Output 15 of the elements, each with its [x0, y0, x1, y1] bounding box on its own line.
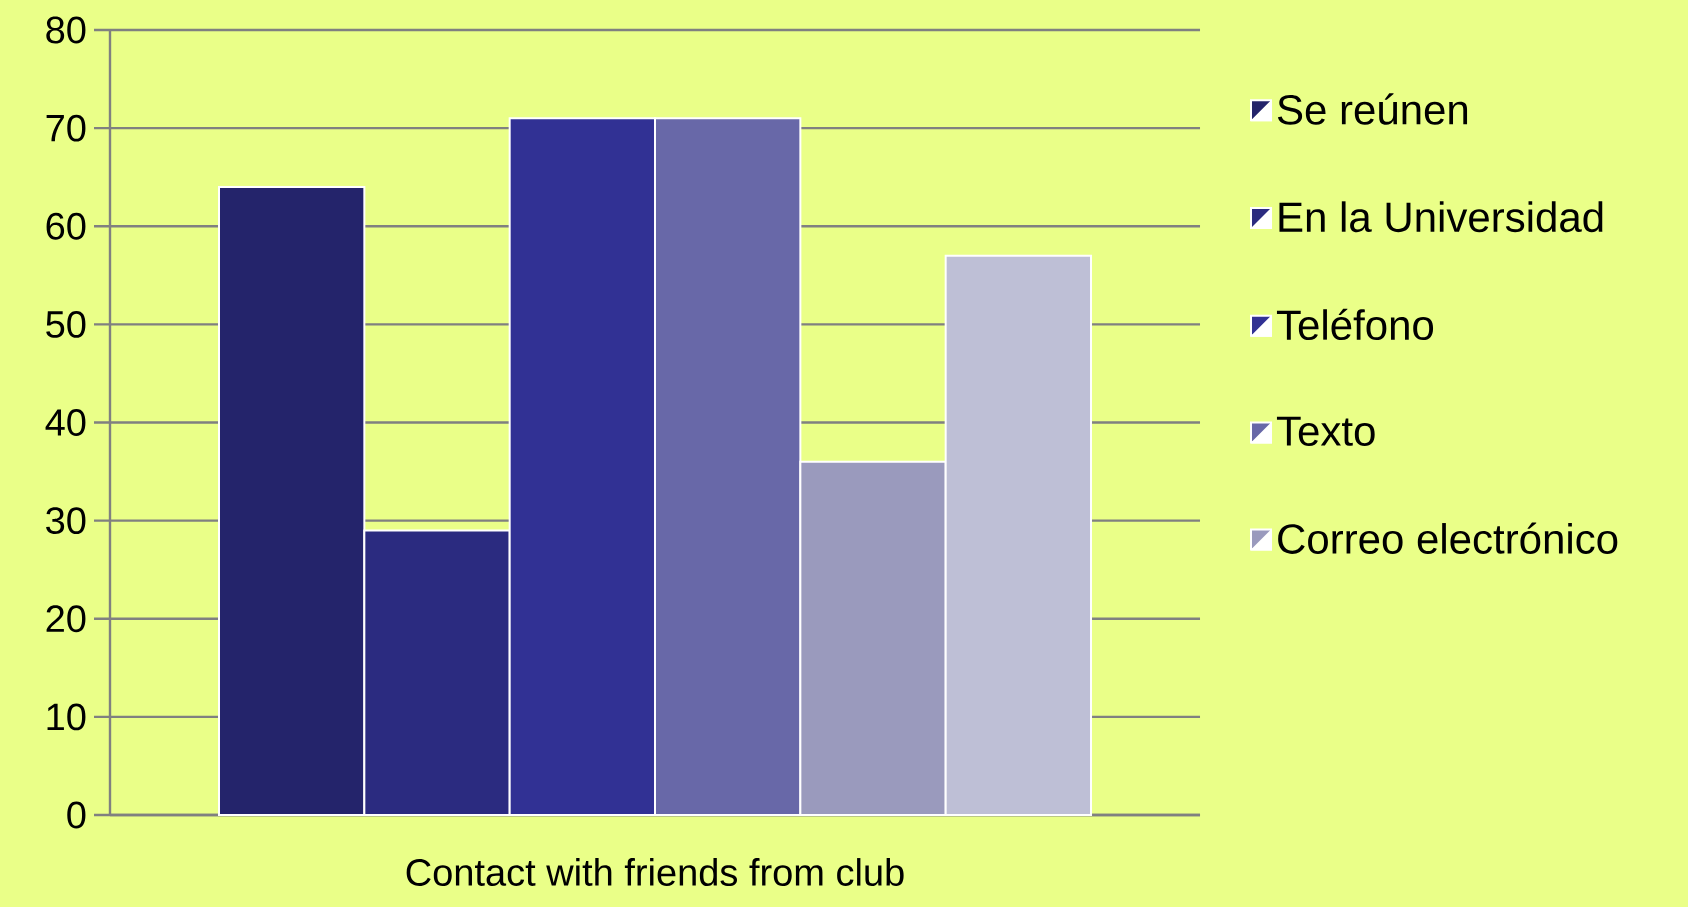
y-tick-label: 10 [47, 703, 86, 731]
y-tick-label: 60 [46, 212, 86, 240]
y-tick-label: 70 [46, 114, 86, 142]
legend-label: Se reúnen [1277, 93, 1468, 125]
y-tick-label: 30 [46, 507, 86, 535]
legend-label: Teléfono [1276, 308, 1434, 341]
x-tick-label: Contact with friends from club [406, 858, 904, 886]
y-tick-label: 40 [45, 409, 86, 436]
y-tick-label: 20 [46, 605, 86, 633]
y-tick-label: 80 [46, 16, 86, 44]
legend-label: En la Universidad [1279, 201, 1603, 233]
y-tick-label: 50 [46, 310, 86, 338]
legend-label: Correo electrónico [1278, 522, 1618, 554]
y-tick-label: 0 [67, 801, 86, 829]
legend-label: Texto [1276, 416, 1375, 446]
